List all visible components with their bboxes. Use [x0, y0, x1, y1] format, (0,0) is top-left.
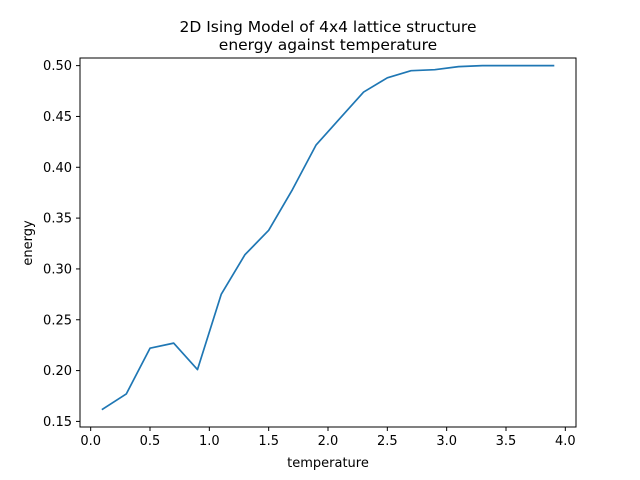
- y-tick-label: 0.35: [43, 212, 72, 227]
- x-tick-label: 2.5: [377, 434, 398, 449]
- x-tick-label: 4.0: [555, 434, 576, 449]
- x-tick-label: 0.5: [140, 434, 161, 449]
- y-tick-label: 0.15: [43, 415, 72, 430]
- x-axis-label: temperature: [287, 456, 369, 471]
- y-tick-label: 0.20: [43, 364, 72, 379]
- y-axis-label: energy: [21, 220, 36, 266]
- x-tick-label: 3.0: [436, 434, 457, 449]
- chart-title-line1: 2D Ising Model of 4x4 lattice structure: [179, 18, 476, 36]
- plot-area: 0.0 0.5 1.0 1.5 2.0 2.5 3.0 3.5 4.0 0.15 0.20 0.25 0…: [43, 57, 577, 449]
- y-tick-label: 0.25: [43, 313, 72, 328]
- y-tick-label: 0.30: [43, 262, 72, 277]
- x-tick-label: 1.0: [199, 434, 220, 449]
- x-tick-label: 0.0: [80, 434, 101, 449]
- y-tick-label: 0.40: [43, 161, 72, 176]
- x-tick-label: 1.5: [258, 434, 279, 449]
- y-tick-label: 0.45: [43, 110, 72, 125]
- chart-title-line2: energy against temperature: [219, 36, 437, 54]
- x-tick-label: 2.0: [318, 434, 339, 449]
- y-tick-label: 0.50: [43, 59, 72, 74]
- series-line: [101, 64, 555, 411]
- x-tick-label: 3.5: [496, 434, 517, 449]
